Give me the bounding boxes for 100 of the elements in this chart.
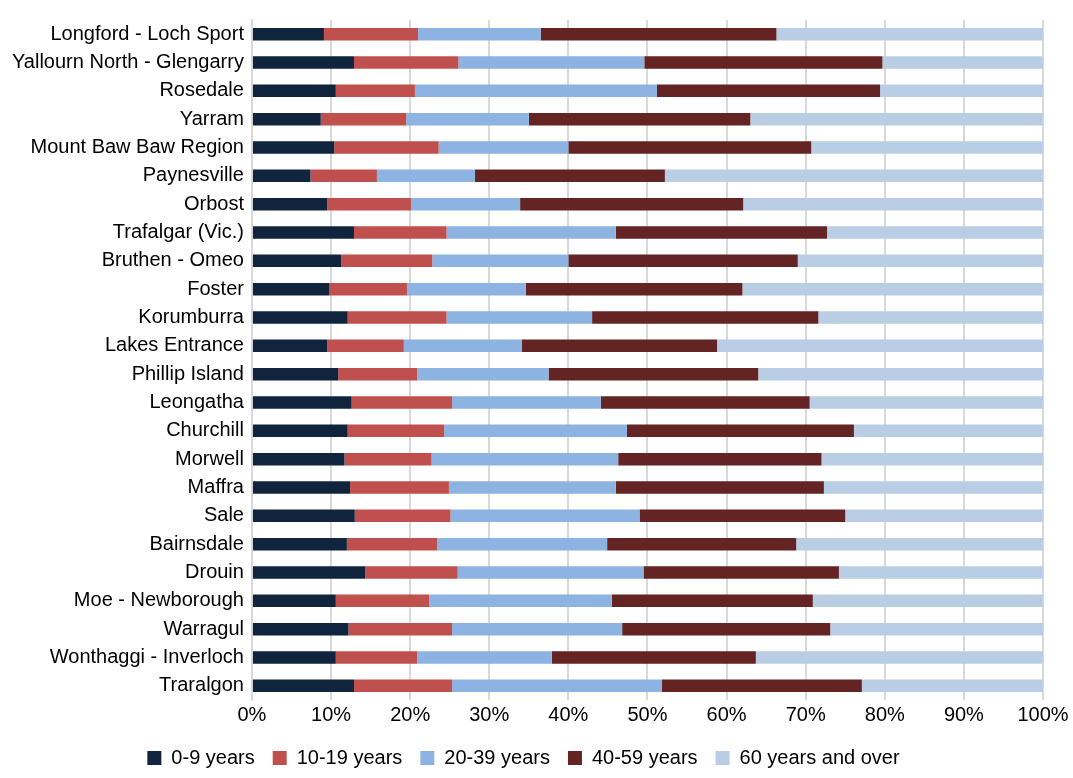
bar — [611, 594, 813, 608]
bar — [528, 112, 751, 126]
bar — [252, 679, 354, 693]
bar — [548, 367, 759, 381]
y-tick-label: Bairnsdale — [149, 531, 244, 554]
bar — [664, 169, 1043, 183]
bar — [475, 169, 665, 183]
bar — [882, 56, 1043, 69]
bar — [551, 651, 756, 664]
bar — [346, 537, 438, 551]
bar — [796, 537, 1043, 551]
x-tick-label: 20% — [390, 702, 431, 725]
bar — [615, 481, 824, 494]
bar — [252, 197, 328, 211]
y-tick-label: Paynesville — [142, 163, 244, 186]
bar — [446, 311, 593, 324]
y-tick-label: Churchill — [166, 418, 244, 441]
bar — [758, 367, 1043, 381]
x-tick-label: 10% — [311, 702, 352, 725]
bar — [568, 254, 798, 268]
x-tick-label: 70% — [785, 702, 826, 725]
bar — [353, 679, 453, 693]
bar — [853, 424, 1043, 438]
y-tick-label: Korumburra — [138, 305, 245, 328]
legend-label: 10-19 years — [296, 745, 403, 768]
bar — [252, 141, 335, 154]
bar — [252, 282, 330, 296]
bar — [639, 509, 846, 523]
bar — [252, 537, 347, 551]
bar — [252, 481, 351, 494]
bar — [656, 84, 881, 98]
bar — [353, 56, 459, 69]
bar — [431, 452, 619, 466]
bar — [323, 27, 419, 41]
x-tick-label: 40% — [548, 702, 589, 725]
bar — [344, 452, 432, 466]
y-tick-label: Orbost — [183, 191, 245, 214]
bar — [626, 424, 854, 438]
bar — [643, 566, 839, 579]
bar — [252, 27, 324, 41]
bar — [348, 622, 453, 636]
bar — [438, 141, 569, 154]
bar — [252, 651, 336, 664]
y-tick-label: Yarram — [179, 106, 244, 129]
bar — [335, 594, 430, 608]
bar — [540, 27, 777, 41]
y-tick-label: Rosedale — [159, 78, 244, 101]
bar — [414, 84, 657, 98]
bar — [252, 396, 352, 409]
y-tick-label: Longford - Loch Sport — [50, 21, 245, 44]
bar — [622, 622, 831, 636]
bar — [327, 197, 411, 211]
bar — [457, 566, 644, 579]
bar — [252, 367, 339, 381]
bar — [661, 679, 862, 693]
bar — [429, 594, 612, 608]
bar — [310, 169, 377, 183]
bar — [717, 339, 1043, 353]
bar — [444, 424, 627, 438]
legend-label: 0-9 years — [171, 745, 255, 768]
y-tick-label: Warragul — [163, 616, 244, 639]
bar — [448, 481, 616, 494]
bar — [347, 424, 445, 438]
bar — [830, 622, 1043, 636]
bar — [437, 537, 608, 551]
bar — [410, 197, 521, 211]
bar — [252, 622, 349, 636]
legend-label: 40-59 years — [591, 745, 698, 768]
legend-label: 60 years and over — [739, 745, 900, 768]
bar — [417, 367, 549, 381]
bar — [450, 509, 640, 523]
bar — [861, 679, 1043, 693]
y-tick-label: Maffra — [187, 475, 245, 498]
bar — [592, 311, 819, 324]
bar — [335, 651, 418, 664]
y-tick-label: Mount Baw Baw Region — [30, 135, 244, 158]
bar — [811, 141, 1043, 154]
bar — [452, 396, 601, 409]
x-tick-label: 50% — [627, 702, 668, 725]
bar — [252, 112, 321, 126]
bar — [521, 339, 718, 353]
bar — [818, 311, 1043, 324]
bar — [827, 226, 1043, 239]
x-tick-label: 90% — [943, 702, 985, 725]
bar — [341, 254, 433, 268]
bar — [618, 452, 822, 466]
y-tick-label: Traralgon — [159, 673, 244, 696]
y-tick-label: Phillip Island — [131, 361, 244, 384]
bar — [750, 112, 1043, 126]
bar — [417, 651, 552, 664]
bar — [520, 197, 744, 211]
bar — [329, 282, 407, 296]
bar — [452, 679, 662, 693]
bar — [252, 566, 366, 579]
y-tick-label: Sale — [203, 503, 244, 526]
bar — [252, 311, 348, 324]
bar — [376, 169, 476, 183]
x-tick-label: 30% — [469, 702, 510, 725]
bar — [252, 169, 311, 183]
y-tick-label: Morwell — [175, 446, 244, 469]
